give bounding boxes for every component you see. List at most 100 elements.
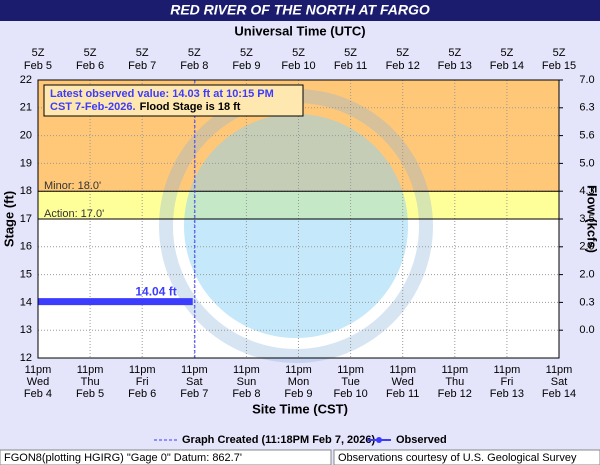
logo: [184, 114, 408, 338]
legend-created: Graph Created (11:18PM Feb 7, 2026): [182, 434, 376, 446]
x-tick-label: 11pm: [285, 364, 312, 376]
x-tick-label: Fri: [136, 376, 149, 388]
y-tick-label: 14: [20, 296, 32, 308]
x-tick-label: 11pm: [441, 364, 468, 376]
footer-left: FGON8(plotting HGIRG) "Gage 0" Datum: 86…: [4, 452, 242, 464]
x-tick-label: Feb 5: [76, 388, 104, 400]
y2-tick-label: 5.0: [579, 157, 594, 169]
y-tick-label: 16: [20, 241, 32, 253]
y2-tick-label: 2.9: [579, 241, 594, 253]
y2-axis-title: Flow (kcfs): [585, 185, 600, 253]
x-tick-label: Mon: [288, 376, 309, 388]
x-tick-label: Feb 10: [333, 388, 367, 400]
x-tick-label: 11pm: [337, 364, 364, 376]
info-observed-2: CST 7-Feb-2026.: [50, 101, 136, 113]
y-tick-label: 19: [20, 157, 32, 169]
x-tick-label: 11pm: [181, 364, 208, 376]
y-tick-label: 15: [20, 269, 32, 281]
legend-label: Observed: [396, 434, 447, 446]
x-tick-label: Wed: [391, 376, 413, 388]
x-tick-label: Thu: [445, 376, 464, 388]
threshold-label: Minor: 18.0': [44, 180, 101, 192]
y-tick-label: 18: [20, 185, 32, 197]
top-tick-label: 5Z: [32, 47, 45, 59]
top-tick-label: 5Z: [500, 47, 513, 59]
x-tick-label: Sat: [551, 376, 568, 388]
x-tick-label: Feb 12: [438, 388, 472, 400]
top-tick-label: 5Z: [344, 47, 357, 59]
y2-tick-label: 7.0: [579, 74, 594, 86]
top-tick-label: Feb 13: [438, 60, 472, 72]
y2-tick-label: 2.0: [579, 269, 594, 281]
y-axis-title: Stage (ft): [1, 191, 16, 247]
x-tick-label: 11pm: [494, 364, 521, 376]
top-tick-label: Feb 7: [128, 60, 156, 72]
x-tick-label: Wed: [27, 376, 49, 388]
x-tick-label: Feb 13: [490, 388, 524, 400]
threshold-label: Action: 17.0': [44, 208, 104, 220]
x-tick-label: 11pm: [389, 364, 416, 376]
top-tick-label: Feb 11: [334, 60, 367, 72]
x-tick-label: Sat: [186, 376, 203, 388]
top-tick-label: 5Z: [448, 47, 461, 59]
plot-border: [37, 79, 560, 359]
top-tick-label: 5Z: [396, 47, 409, 59]
y-tick-label: 22: [20, 74, 32, 86]
top-tick-label: 5Z: [84, 47, 97, 59]
y2-tick-label: 4.3: [579, 185, 594, 197]
top-tick-label: 5Z: [188, 47, 201, 59]
info-flood: Flood Stage is 18 ft: [140, 101, 241, 113]
y-tick-label: 13: [20, 324, 32, 336]
top-tick-label: Feb 15: [542, 60, 576, 72]
y-tick-label: 20: [20, 130, 32, 142]
top-tick-label: 5Z: [292, 47, 305, 59]
top-tick-label: Feb 8: [180, 60, 208, 72]
x-tick-label: Thu: [81, 376, 100, 388]
footer-box: [333, 449, 600, 465]
x-tick-label: Feb 6: [128, 388, 156, 400]
info-observed: Latest observed value: 14.03 ft at 10:15…: [50, 88, 274, 100]
y-tick-label: 12: [20, 352, 32, 364]
chart-title: RED RIVER OF THE NORTH AT FARGO: [170, 2, 430, 18]
y2-tick-label: 0.3: [579, 296, 594, 308]
x-tick-label: Fri: [500, 376, 513, 388]
x-axis-title: Site Time (CST): [252, 401, 348, 416]
footer-right: Observations courtesy of U.S. Geological…: [338, 452, 577, 464]
y2-tick-label: 3.5: [579, 213, 594, 225]
x-tick-label: Feb 4: [24, 388, 52, 400]
top-tick-label: Feb 14: [490, 60, 524, 72]
x-tick-label: 11pm: [546, 364, 573, 376]
top-tick-label: Feb 6: [76, 60, 104, 72]
x-tick-label: Feb 11: [386, 388, 419, 400]
legend-swatch: [376, 437, 382, 443]
x-tick-label: Tue: [341, 376, 360, 388]
x-tick-label: Feb 9: [284, 388, 312, 400]
top-tick-label: 5Z: [136, 47, 149, 59]
x-tick-label: 11pm: [233, 364, 260, 376]
top-tick-label: 5Z: [553, 47, 566, 59]
y-tick-label: 21: [20, 102, 32, 114]
top-tick-label: Feb 5: [24, 60, 52, 72]
x-tick-label: 11pm: [25, 364, 52, 376]
top-tick-label: Feb 10: [281, 60, 315, 72]
top-tick-label: 5Z: [240, 47, 253, 59]
x-tick-label: Sun: [237, 376, 257, 388]
plot-area: 12 13 14 15 16 17 18 19 20 21 22 7.0 6.3 5.6 5.0 4.3 3.5…: [20, 47, 595, 400]
y2-tick-label: 5.6: [579, 130, 594, 142]
y-tick-label: 17: [20, 213, 32, 225]
x-tick-label: 11pm: [77, 364, 104, 376]
footer-box: [0, 449, 332, 465]
last-value-label: 14.04 ft: [135, 285, 176, 299]
info-box: [43, 84, 304, 117]
y2-tick-label: 0.0: [579, 324, 594, 336]
x-tick-label: Feb 14: [542, 388, 576, 400]
title-bar: [0, 0, 600, 21]
y2-tick-label: 6.3: [579, 102, 594, 114]
x-tick-label: Feb 8: [232, 388, 260, 400]
top-axis-title: Universal Time (UTC): [234, 23, 365, 38]
x-tick-label: 11pm: [129, 364, 156, 376]
x-tick-label: Feb 7: [180, 388, 208, 400]
top-tick-label: Feb 12: [386, 60, 420, 72]
top-tick-label: Feb 9: [232, 60, 260, 72]
